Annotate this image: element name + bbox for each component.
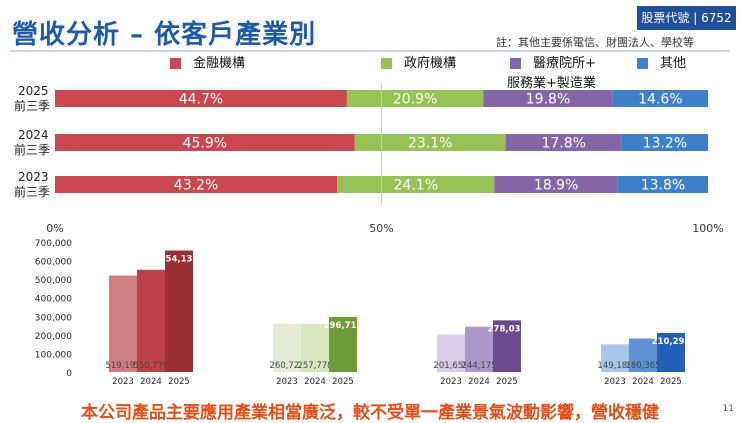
y-tick-label: 500,000 bbox=[35, 276, 72, 286]
revenue-bar bbox=[273, 323, 301, 372]
revenue-bar bbox=[329, 316, 357, 372]
legend-label-government: 政府機構 bbox=[404, 56, 457, 71]
stacked-bar-segment bbox=[612, 90, 708, 107]
bar-year-label: 2024 bbox=[632, 377, 654, 387]
x-tick-label: 50% bbox=[369, 222, 393, 234]
category-sublabel: 前三季 bbox=[14, 184, 50, 199]
stock-code-badge: 股票代號 | 6752 bbox=[637, 6, 736, 30]
segment-data-label: 18.9% bbox=[534, 178, 578, 194]
revenue-bar bbox=[465, 326, 493, 372]
y-tick-label: 300,000 bbox=[35, 313, 72, 323]
revenue-bar-chart: 0 100,000 200,000 300,000 400,000 500,000 600,… bbox=[35, 239, 691, 387]
bar-year-label: 2024 bbox=[304, 377, 326, 387]
stacked-bar-segment bbox=[55, 90, 347, 107]
legend-label-other: 其他 bbox=[660, 56, 687, 71]
revenue-bar bbox=[165, 250, 193, 372]
stacked-bar-segment bbox=[55, 134, 355, 151]
segment-data-label: 23.1% bbox=[408, 136, 452, 152]
bar-value-label: 180,365 bbox=[625, 361, 660, 371]
category-sublabel: 前三季 bbox=[14, 98, 50, 113]
segment-data-label: 45.9% bbox=[183, 136, 227, 152]
segment-data-label: 17.8% bbox=[541, 136, 585, 152]
bar-year-label: 2023 bbox=[276, 377, 298, 387]
segment-data-label: 13.2% bbox=[643, 136, 687, 152]
title-divider bbox=[10, 50, 730, 52]
bar-year-label: 2025 bbox=[168, 377, 190, 387]
stacked-bar-segment bbox=[354, 134, 506, 151]
legend-label-medical-line2: 服務業+製造業 bbox=[507, 76, 596, 91]
legend-item-finance: 金融機構 bbox=[170, 56, 245, 71]
stacked-bar-segment bbox=[505, 134, 622, 151]
stacked-bar-segment bbox=[55, 176, 338, 193]
y-tick-label: 0 bbox=[66, 369, 72, 379]
revenue-bar bbox=[109, 275, 137, 372]
legend-item-other: 其他 bbox=[637, 56, 686, 71]
stacked-bar-segment bbox=[494, 176, 618, 193]
bar-value-label: 201,659 bbox=[433, 361, 468, 371]
x-tick-label: 100% bbox=[692, 222, 723, 234]
bar-value-label: 519,191 bbox=[105, 361, 140, 371]
y-tick-label: 600,000 bbox=[35, 258, 72, 268]
segment-data-label: 13.8% bbox=[641, 178, 685, 194]
segment-data-label: 24.1% bbox=[394, 178, 438, 194]
revenue-bar bbox=[301, 324, 329, 372]
revenue-bar bbox=[137, 269, 165, 372]
category-sublabel: 前三季 bbox=[14, 142, 50, 157]
category-label: 2024 bbox=[18, 128, 49, 142]
stacked-bar-segment bbox=[621, 134, 708, 151]
segment-data-label: 20.9% bbox=[393, 92, 437, 108]
bar-year-label: 2025 bbox=[332, 377, 354, 387]
segment-data-label: 14.6% bbox=[638, 92, 682, 108]
stacked-bar-segment bbox=[337, 176, 495, 193]
bar-value-label: 260,723 bbox=[269, 361, 304, 371]
bar-value-label: 244,175 bbox=[461, 361, 496, 371]
revenue-bar bbox=[657, 332, 685, 372]
category-label: 2023 bbox=[18, 170, 49, 184]
bar-year-label: 2023 bbox=[440, 377, 462, 387]
page-number: 11 bbox=[722, 404, 734, 414]
revenue-bar bbox=[437, 334, 465, 372]
legend-swatch-other bbox=[637, 58, 648, 69]
revenue-bar bbox=[493, 320, 521, 372]
revenue-bar bbox=[601, 344, 629, 372]
bar-value-label: 550,779 bbox=[133, 361, 168, 371]
stacked-bar-segment bbox=[483, 90, 613, 107]
legend-swatch-medical bbox=[510, 58, 521, 69]
legend-label-medical: 醫療院所+ bbox=[533, 56, 596, 71]
y-tick-label: 400,000 bbox=[35, 295, 72, 305]
bar-value-label: 210,298 bbox=[652, 337, 691, 347]
bar-year-label: 2023 bbox=[604, 377, 626, 387]
page-title: 營收分析 – 依客戶產業別 bbox=[12, 20, 317, 50]
y-tick-label: 200,000 bbox=[35, 332, 72, 342]
legend-label-finance: 金融機構 bbox=[193, 56, 246, 71]
segment-data-label: 44.7% bbox=[179, 92, 223, 108]
revenue-bar bbox=[629, 338, 657, 372]
segment-data-label: 43.2% bbox=[174, 178, 218, 194]
footnote: 註：其他主要係電信、財團法人、學校等 bbox=[496, 36, 694, 49]
bar-value-label: 296,710 bbox=[324, 321, 363, 331]
legend-swatch-finance bbox=[170, 58, 181, 69]
y-tick-label: 700,000 bbox=[35, 239, 72, 249]
bar-year-label: 2023 bbox=[112, 377, 134, 387]
segment-data-label: 19.8% bbox=[526, 92, 570, 108]
bar-year-label: 2024 bbox=[140, 377, 162, 387]
legend-swatch-government bbox=[381, 58, 392, 69]
legend-item-government: 政府機構 bbox=[381, 56, 456, 71]
x-tick-label: 0% bbox=[46, 222, 63, 234]
bar-year-label: 2024 bbox=[468, 377, 490, 387]
footer-summary: 本公司產品主要應用產業相當廣泛，較不受單一產業景氣波動影響，營收穩健 bbox=[81, 403, 659, 423]
bar-value-label: 278,036 bbox=[488, 324, 527, 334]
bar-year-label: 2025 bbox=[496, 377, 518, 387]
bar-year-label: 2025 bbox=[660, 377, 682, 387]
y-tick-label: 100,000 bbox=[35, 350, 72, 360]
bar-value-label: 654,139 bbox=[160, 255, 199, 265]
stacked-bar-segment bbox=[617, 176, 708, 193]
bar-value-label: 149,189 bbox=[597, 361, 632, 371]
legend-item-medical: 醫療院所+ bbox=[510, 56, 596, 71]
bar-value-label: 257,778 bbox=[297, 361, 332, 371]
category-label: 2025 bbox=[18, 84, 49, 98]
